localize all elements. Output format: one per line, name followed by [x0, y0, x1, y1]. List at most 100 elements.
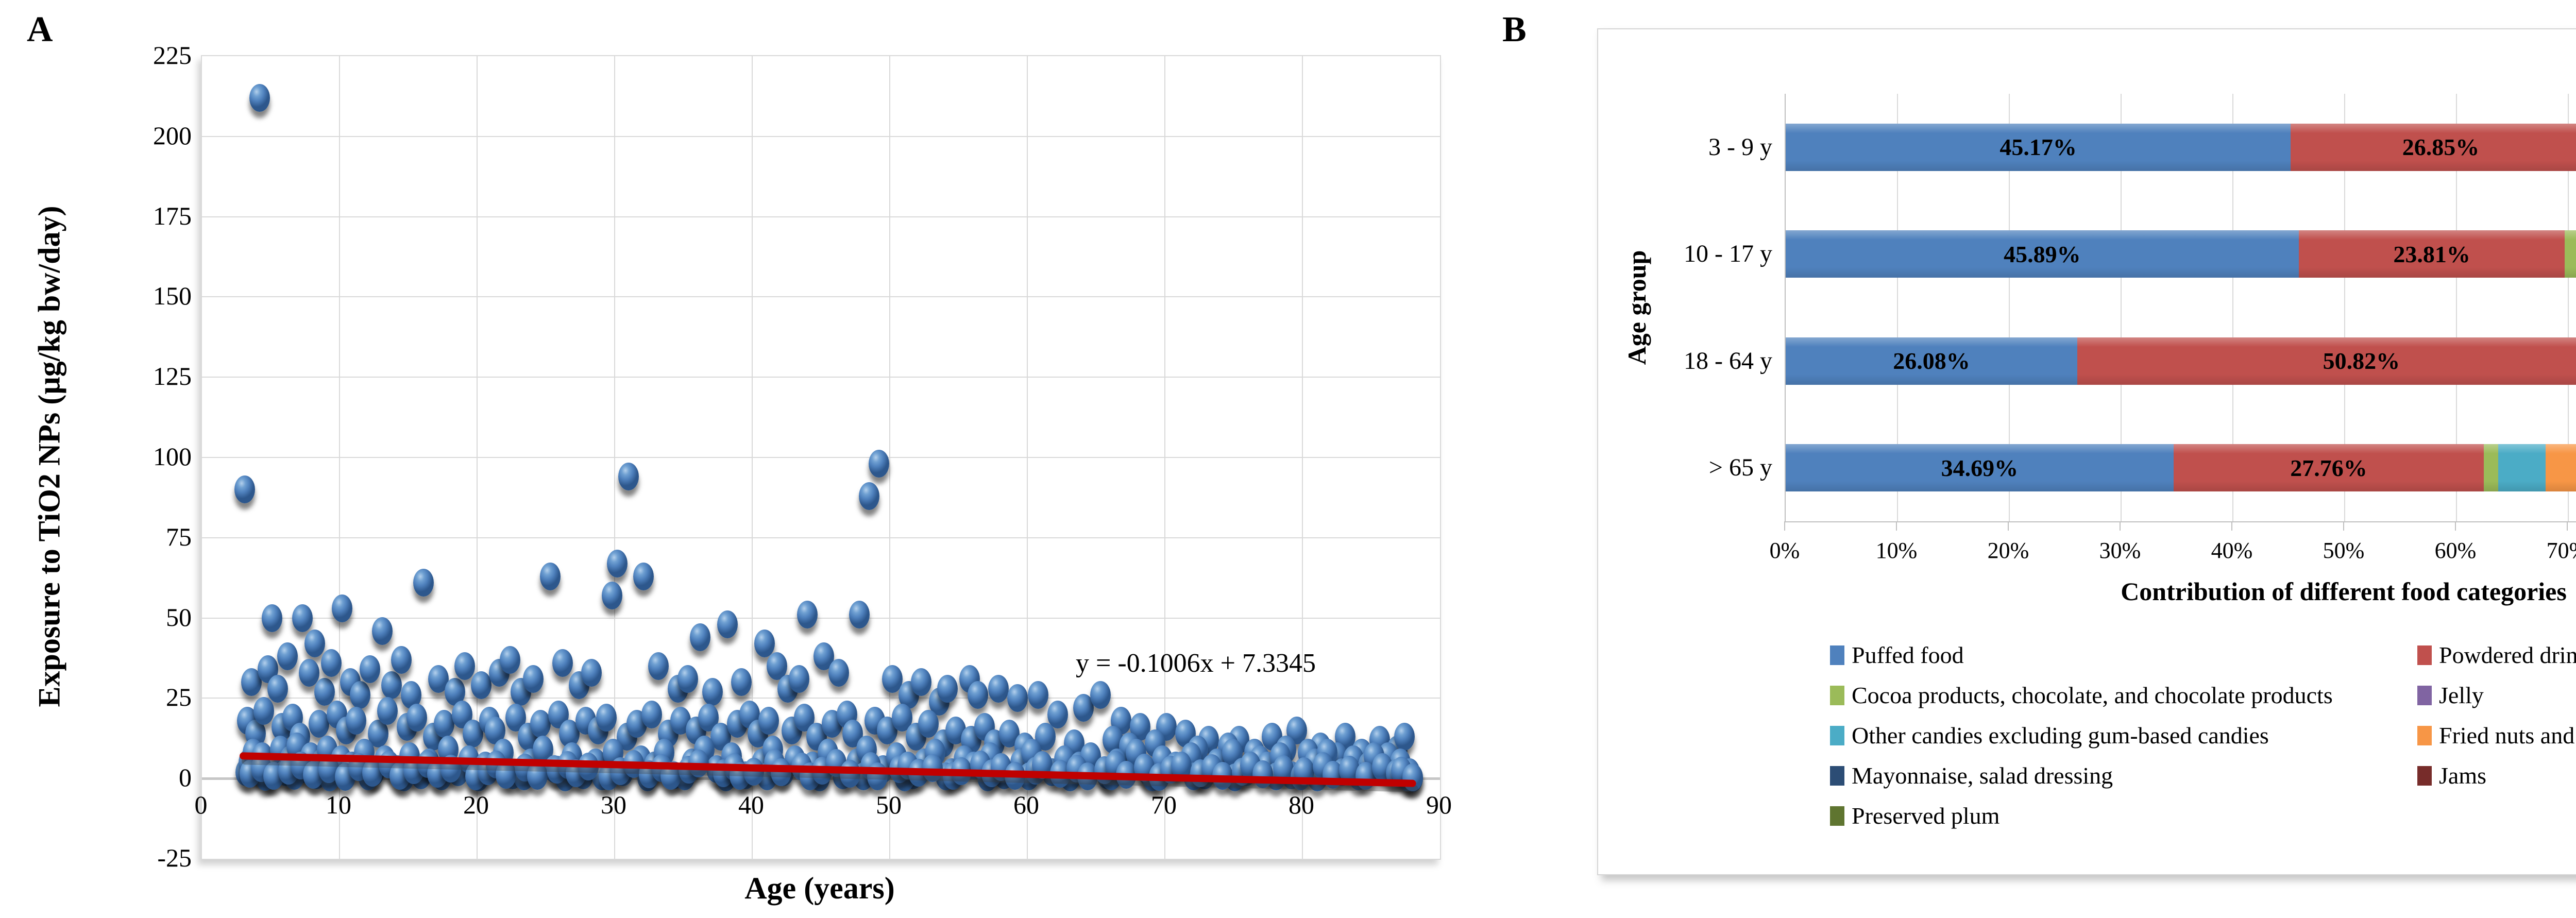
scatter-point: [359, 655, 380, 684]
gridline-50%: [2344, 94, 2345, 521]
bar-segment: [2484, 444, 2498, 492]
panel-b-label: B: [1502, 10, 1527, 49]
x-tick-label: 10%: [1875, 538, 1918, 563]
gridline-y-150: [202, 296, 1440, 298]
scatter-point: [717, 610, 738, 639]
gridline-x-40: [752, 56, 753, 859]
scatter-point: [641, 700, 663, 728]
scatter-point: [1090, 681, 1111, 709]
scatter-point: [299, 658, 320, 687]
scatter-point: [391, 645, 412, 674]
trendline: [240, 752, 1418, 792]
x-tick-label: 90: [1426, 790, 1452, 820]
scatter-point: [304, 630, 325, 658]
x-tick-label: 70: [1151, 790, 1177, 820]
gridline-70%: [2568, 94, 2569, 521]
scatter-point: [292, 604, 313, 632]
scatter-point: [314, 677, 335, 706]
x-tick-label: 0%: [1769, 538, 1800, 563]
legend-item: Jams: [2417, 763, 2486, 789]
gridline-x-10: [339, 56, 340, 859]
gridline-y-200: [202, 135, 1440, 137]
legend-swatch: [1830, 645, 1844, 665]
x-tick-label: 40%: [2211, 538, 2253, 563]
bar-segment-label: 50.82%: [2323, 348, 2400, 375]
y-tick-label: 175: [153, 201, 192, 230]
bar-chart-box: 45.17%26.85%12.84%45.89%23.81%14.74%26.0…: [1597, 28, 2576, 875]
legend-label: Powdered drink: [2439, 642, 2576, 668]
scatter-point: [539, 562, 561, 590]
scatter-point: [320, 649, 342, 677]
y-axis-title-a: Exposure to TiO2 NPs (µg/kg bw/day): [32, 206, 66, 707]
scatter-point: [581, 658, 602, 687]
y-tick-label: 0: [179, 763, 192, 792]
gridline-60%: [2456, 94, 2457, 521]
scatter-point: [788, 665, 809, 693]
axis-tick: [2120, 521, 2121, 531]
scatter-point: [702, 677, 723, 706]
x-tick-label: 10: [326, 790, 351, 820]
legend-label: Preserved plum: [1852, 803, 2000, 829]
stacked-bar-3-9y: 45.17%26.85%12.84%: [1786, 123, 2576, 171]
panel-a-label: A: [27, 10, 53, 49]
legend-item: Powdered drink: [2417, 642, 2576, 668]
y-tick-label: 25: [166, 683, 192, 712]
legend-swatch: [2417, 686, 2432, 705]
x-tick-label: 60%: [2434, 538, 2477, 563]
gridline-y-125: [202, 377, 1440, 378]
gridline-x-70: [1164, 56, 1165, 859]
legend-swatch: [1830, 806, 1844, 826]
scatter-point: [523, 665, 544, 693]
scatter-point: [267, 674, 288, 703]
x-tick-label: 60: [1013, 790, 1039, 820]
legend-label: Jams: [2439, 762, 2486, 789]
scatter-point: [988, 674, 1009, 703]
gridline-y-25: [202, 698, 1440, 699]
bar-segment-label: 45.89%: [2004, 241, 2081, 267]
scatter-point: [552, 649, 573, 677]
bar-plot-area: 45.17%26.85%12.84%45.89%23.81%14.74%26.0…: [1785, 94, 2576, 522]
scatter-point: [1007, 684, 1028, 712]
scatter-point: [406, 703, 427, 732]
scatter-point: [849, 601, 870, 629]
y-tick-label: -25: [157, 843, 192, 872]
scatter-point: [858, 482, 879, 510]
x-tick-label: 50%: [2323, 538, 2365, 563]
stacked-bar-10-17y: 45.89%23.81%14.74%: [1786, 230, 2576, 278]
gridline-40%: [2232, 94, 2233, 521]
gridline-x-30: [614, 56, 615, 859]
scatter-point: [262, 604, 283, 632]
axis-tick: [2008, 521, 2009, 531]
y-tick-label: 150: [153, 281, 192, 311]
x-axis-title-b: Contribution of different food categorie…: [2121, 577, 2567, 606]
gridline-x-20: [477, 56, 478, 859]
legend-item: Jelly: [2417, 683, 2484, 708]
bar-segment-label: 45.17%: [1999, 134, 2077, 161]
scatter-point: [911, 668, 932, 696]
gridline-30%: [2121, 94, 2122, 521]
y-tick-label: 125: [153, 362, 192, 391]
x-tick-label: 70%: [2546, 538, 2576, 563]
scatter-point: [530, 710, 551, 738]
legend-label: Mayonnaise, salad dressing: [1852, 762, 2113, 789]
scatter-point: [596, 703, 617, 732]
scatter-point: [796, 601, 818, 629]
x-tick-label: 80: [1289, 790, 1314, 820]
x-tick-label: 30%: [2099, 538, 2141, 563]
scatter-point: [350, 681, 371, 709]
legend-swatch: [2417, 726, 2432, 745]
legend-swatch: [1830, 766, 1844, 786]
x-tick-label: 40: [738, 790, 764, 820]
bar-segment: 23.81%: [2298, 230, 2565, 278]
bar-segment: 45.89%: [1786, 230, 2299, 278]
gridline-x-60: [1027, 56, 1028, 859]
x-tick-label: 0: [194, 790, 208, 820]
legend-label: Cocoa products, chocolate, and chocolate…: [1852, 682, 2333, 708]
x-tick-label: 20%: [1987, 538, 2029, 563]
scatter-point: [828, 658, 850, 687]
bar-segment: 26.08%: [1786, 337, 2077, 385]
legend-label: Jelly: [2439, 682, 2484, 708]
category-label: 10 - 17 y: [1684, 240, 1772, 268]
scatter-point: [471, 671, 492, 700]
scatter-point: [607, 549, 628, 577]
